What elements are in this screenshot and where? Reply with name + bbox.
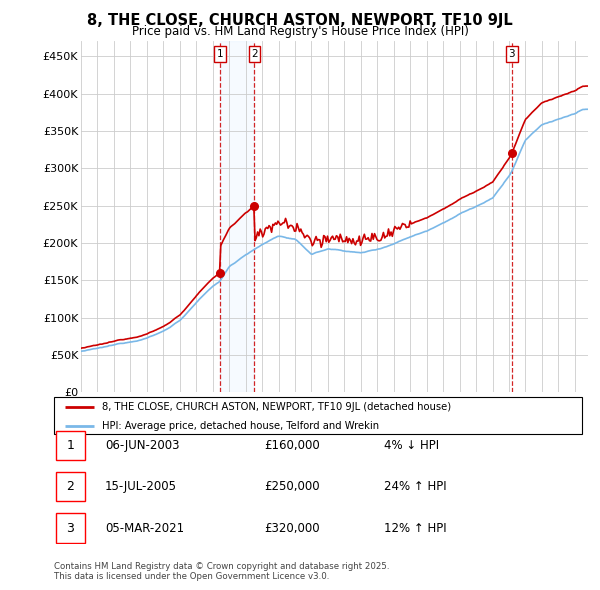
FancyBboxPatch shape (56, 431, 85, 460)
Text: HPI: Average price, detached house, Telford and Wrekin: HPI: Average price, detached house, Telf… (101, 421, 379, 431)
Text: £160,000: £160,000 (264, 439, 320, 452)
Text: 2: 2 (67, 480, 74, 493)
Text: 12% ↑ HPI: 12% ↑ HPI (384, 522, 446, 535)
Text: £320,000: £320,000 (264, 522, 320, 535)
Text: £250,000: £250,000 (264, 480, 320, 493)
Text: Contains HM Land Registry data © Crown copyright and database right 2025.
This d: Contains HM Land Registry data © Crown c… (54, 562, 389, 581)
Text: 24% ↑ HPI: 24% ↑ HPI (384, 480, 446, 493)
Text: 06-JUN-2003: 06-JUN-2003 (105, 439, 179, 452)
Bar (220, 41, 254, 392)
Text: 1: 1 (67, 439, 74, 452)
Text: 05-MAR-2021: 05-MAR-2021 (105, 522, 184, 535)
Text: 8, THE CLOSE, CHURCH ASTON, NEWPORT, TF10 9JL (detached house): 8, THE CLOSE, CHURCH ASTON, NEWPORT, TF1… (101, 402, 451, 412)
FancyBboxPatch shape (54, 397, 582, 434)
Text: 8, THE CLOSE, CHURCH ASTON, NEWPORT, TF10 9JL: 8, THE CLOSE, CHURCH ASTON, NEWPORT, TF1… (87, 13, 513, 28)
Text: 2: 2 (251, 49, 258, 59)
Text: 3: 3 (67, 522, 74, 535)
Text: 3: 3 (508, 49, 515, 59)
FancyBboxPatch shape (56, 513, 85, 543)
Text: 1: 1 (217, 49, 223, 59)
Text: 15-JUL-2005: 15-JUL-2005 (105, 480, 177, 493)
FancyBboxPatch shape (56, 472, 85, 501)
Text: 4% ↓ HPI: 4% ↓ HPI (384, 439, 439, 452)
Text: Price paid vs. HM Land Registry's House Price Index (HPI): Price paid vs. HM Land Registry's House … (131, 25, 469, 38)
